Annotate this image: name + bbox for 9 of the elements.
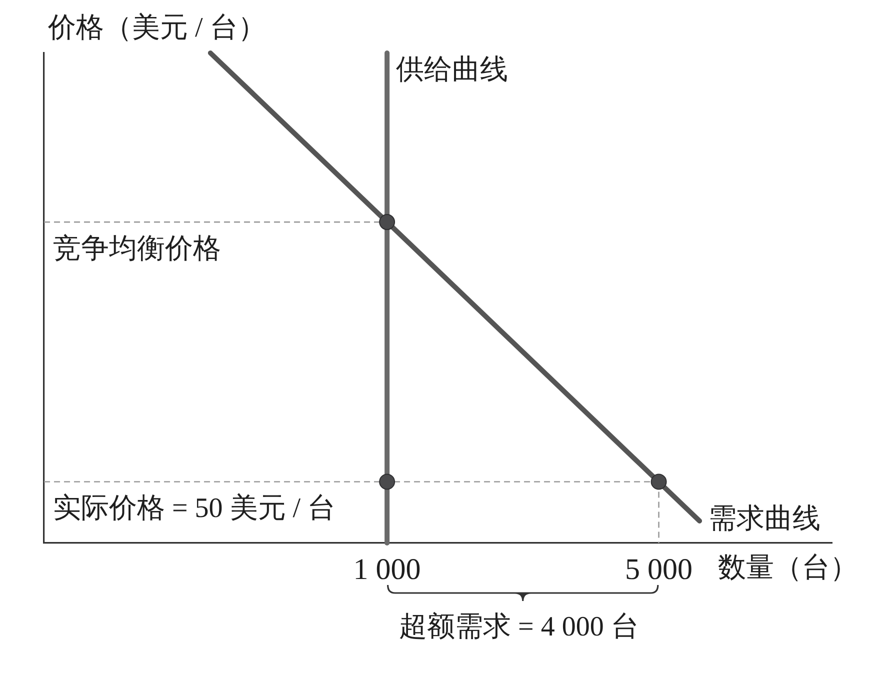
x-tick-label: 1 000	[353, 552, 421, 586]
annotation: 实际价格 = 50 美元 / 台	[53, 493, 336, 524]
series-label: 需求曲线	[708, 503, 821, 534]
text: 超额需求 = 4 000 台	[399, 611, 639, 642]
series-label: 供给曲线	[396, 54, 508, 86]
x-tick-label: 5 000	[625, 552, 693, 586]
y-axis-title: 价格（美元 / 台）	[47, 12, 266, 44]
x-axis-title: 数量（台）	[718, 552, 858, 584]
annotation: 竞争均衡价格	[53, 233, 221, 264]
